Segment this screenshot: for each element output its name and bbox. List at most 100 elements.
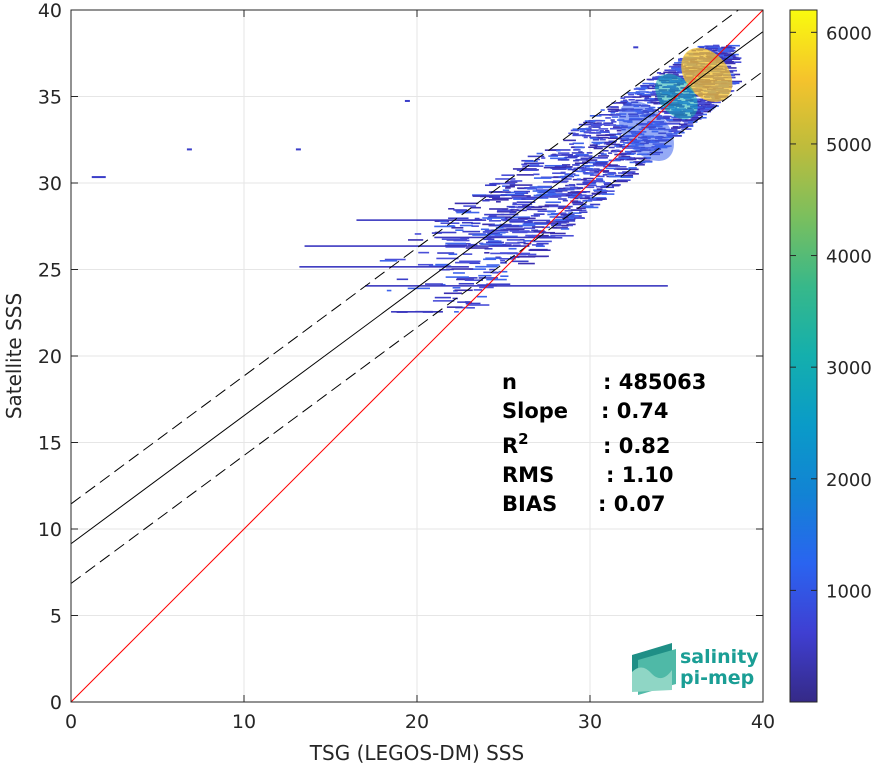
density-cell [585,127,590,130]
density-cell [484,229,498,232]
density-cell [407,287,430,290]
density-cell [500,225,520,227]
density-core [681,47,733,102]
density-cell [708,101,721,104]
density-cell [543,205,567,208]
density-cell [590,137,603,140]
density-cell [704,103,711,106]
density-cell [570,129,580,132]
density-cell [557,198,567,200]
density-cell [529,248,548,251]
density-cell [701,110,712,113]
density-cell [538,231,555,234]
density-cell [547,213,559,216]
density-cell [641,93,651,96]
density-cell [434,236,556,239]
density-cell [526,223,538,225]
density-cell [404,99,410,102]
density-cell [497,227,504,229]
density-cell [584,196,590,199]
density-cell [588,126,601,128]
density-cell [592,163,607,165]
density-cell [595,185,604,188]
density-cell [506,239,521,241]
x-tick-label: 30 [578,711,602,733]
density-cell [488,191,511,193]
density-cell [616,129,622,132]
density-cell [620,100,629,103]
density-cell [582,134,592,137]
density-cell [728,80,743,83]
density-cell [642,82,655,85]
density-cell [466,304,490,306]
density-cell [649,99,654,102]
density-cell [432,300,455,302]
density-cell [682,120,693,122]
density-cell [478,274,492,277]
density-cell [614,145,620,147]
density-cell [496,200,501,203]
density-cell [622,174,634,177]
density-cell [565,194,571,197]
density-cell [534,222,551,224]
density-cell [487,218,493,220]
density-cell [646,78,652,81]
density-cell [635,91,649,93]
density-cell [615,165,627,168]
y-tick-label: 35 [38,87,62,109]
density-cell [484,251,490,254]
density-cell [511,260,529,263]
density-cell [606,134,615,136]
density-cell [551,226,557,229]
density-cell [547,210,555,213]
density-cell [597,136,609,139]
density-cell [612,126,620,128]
density-cell [487,240,502,243]
density-cell [620,176,634,178]
density-cell [614,159,621,162]
density-cell [513,190,531,193]
density-cell [540,222,561,225]
density-cell [599,113,613,116]
density-cell [516,201,536,203]
stat-label: n [502,370,517,394]
density-cell [567,155,580,157]
density-cell [531,206,543,208]
density-cell [596,134,611,137]
density-cell [646,87,659,90]
density-cell [595,197,607,199]
density-cell [587,184,597,187]
density-cell [586,152,593,154]
density-cell [365,285,668,287]
density-cell [688,121,698,123]
x-tick-label: 40 [751,711,775,733]
density-cell [640,84,654,87]
colorbar-tick-label: 4000 [826,247,872,268]
density-cell [593,179,602,182]
density-cell [601,185,610,188]
density-cell [505,185,515,188]
density-cell [598,128,609,130]
density-cell [454,289,473,292]
density-cell [592,138,600,141]
density-cell [495,256,501,259]
density-cell [562,199,568,202]
density-cell [523,242,532,245]
density-cell [575,153,589,156]
density-cell [679,119,685,122]
density-cell [556,181,568,183]
density-cell [591,180,603,183]
density-cell [665,118,676,121]
density-cell [674,62,680,64]
fit-line [71,31,763,545]
density-cell [458,282,475,285]
density-cell [486,283,511,286]
density-cell [550,234,574,237]
density-cell [616,145,626,148]
density-cell [557,193,571,195]
density-cell [495,178,516,180]
density-cell [635,87,648,90]
density-cell [603,131,610,133]
density-cell [455,229,464,231]
